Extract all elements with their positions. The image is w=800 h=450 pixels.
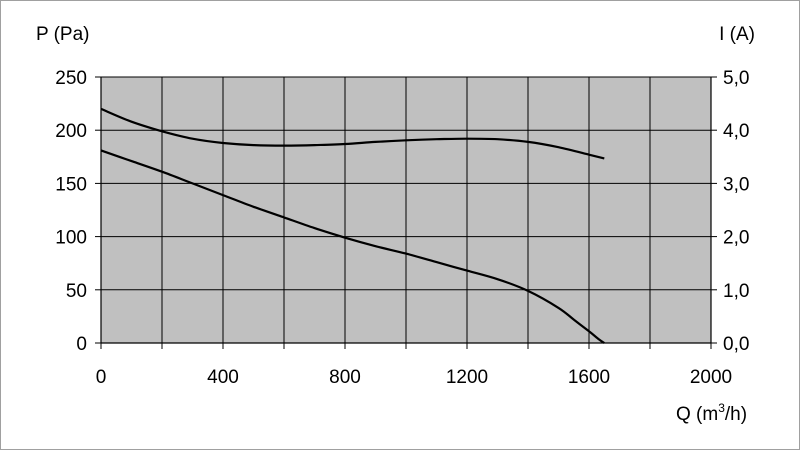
y-left-tick-label: 100 (55, 228, 87, 249)
x-tick-label: 800 (329, 367, 361, 388)
x-tick-label: 0 (96, 367, 107, 388)
y-left-tick-label: 150 (55, 174, 87, 195)
y-right-tick-label: 5,0 (723, 68, 749, 89)
axes (95, 76, 717, 349)
x-axis-label-superscript: 3 (718, 401, 725, 415)
y-left-tick-label: 0 (76, 334, 87, 355)
x-axis-label: Q (m3/h) (676, 401, 747, 425)
x-tick-label: 1600 (568, 367, 610, 388)
y-left-axis-label: P (Pa) (36, 24, 90, 45)
y-left-tick-label: 200 (55, 121, 87, 142)
x-tick-label: 1200 (446, 367, 488, 388)
y-right-tick-label: 1,0 (723, 281, 749, 302)
y-right-tick-label: 2,0 (723, 228, 749, 249)
grid (101, 77, 711, 343)
x-tick-label: 2000 (690, 367, 732, 388)
x-axis-label-main: Q (m (676, 404, 718, 425)
x-tick-label: 400 (207, 367, 239, 388)
current-curve-line (100, 107, 605, 160)
y-left-tick-label: 50 (66, 281, 87, 302)
tick-labels: 250 200 150 100 50 0 5,0 4,0 3,0 2,0 1,0 0,0 0 400 800… (55, 68, 749, 388)
series (100, 107, 605, 344)
y-right-tick-label: 0,0 (723, 334, 749, 355)
y-right-axis-label: I (A) (719, 24, 755, 45)
y-left-tick-label: 250 (55, 68, 87, 89)
pressure-curve-line (100, 149, 605, 344)
x-axis-label-suffix: /h) (725, 404, 747, 425)
y-right-tick-label: 3,0 (723, 174, 749, 195)
y-right-tick-label: 4,0 (723, 121, 749, 142)
